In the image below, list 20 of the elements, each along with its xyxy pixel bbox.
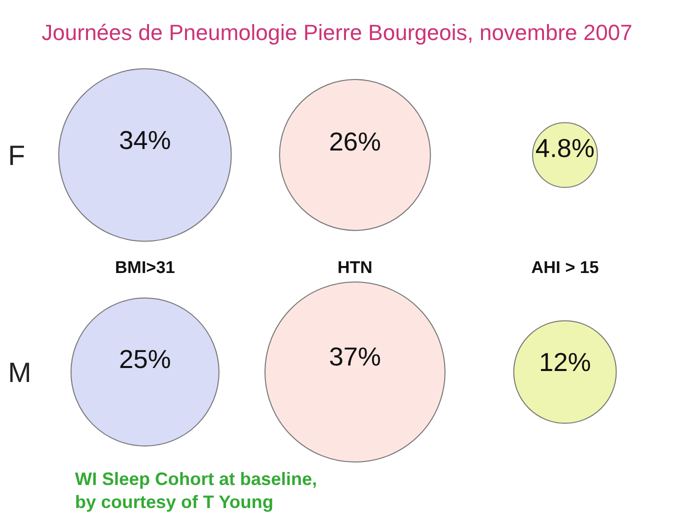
text: WI Sleep Cohort at baseline, [75,469,318,489]
circle-marker: 26% [279,79,431,231]
text: Journées de Pneumologie Pierre Bourgeois, novembre 2007 [42,20,632,45]
circle-marker: 12% [513,320,617,424]
circle-marker: 25% [70,298,220,446]
circle-marker: 37% [264,282,446,462]
data-label: 34% [118,124,172,155]
text: by courtesy of T Young [75,492,274,512]
category-label: BMI>31 [115,258,175,277]
data-label: 12% [538,347,592,378]
category-label: HTN [338,258,372,277]
series-label: M [8,357,32,388]
data-label: 4.8% [535,133,595,164]
circle-marker: 34% [58,68,232,242]
data-label: 37% [328,341,382,372]
series-label: F [8,140,26,171]
data-label: 25% [118,344,172,374]
category-label: AHI > 15 [531,258,599,277]
data-label: 26% [328,126,382,157]
circle-marker: 4.8% [532,122,598,188]
